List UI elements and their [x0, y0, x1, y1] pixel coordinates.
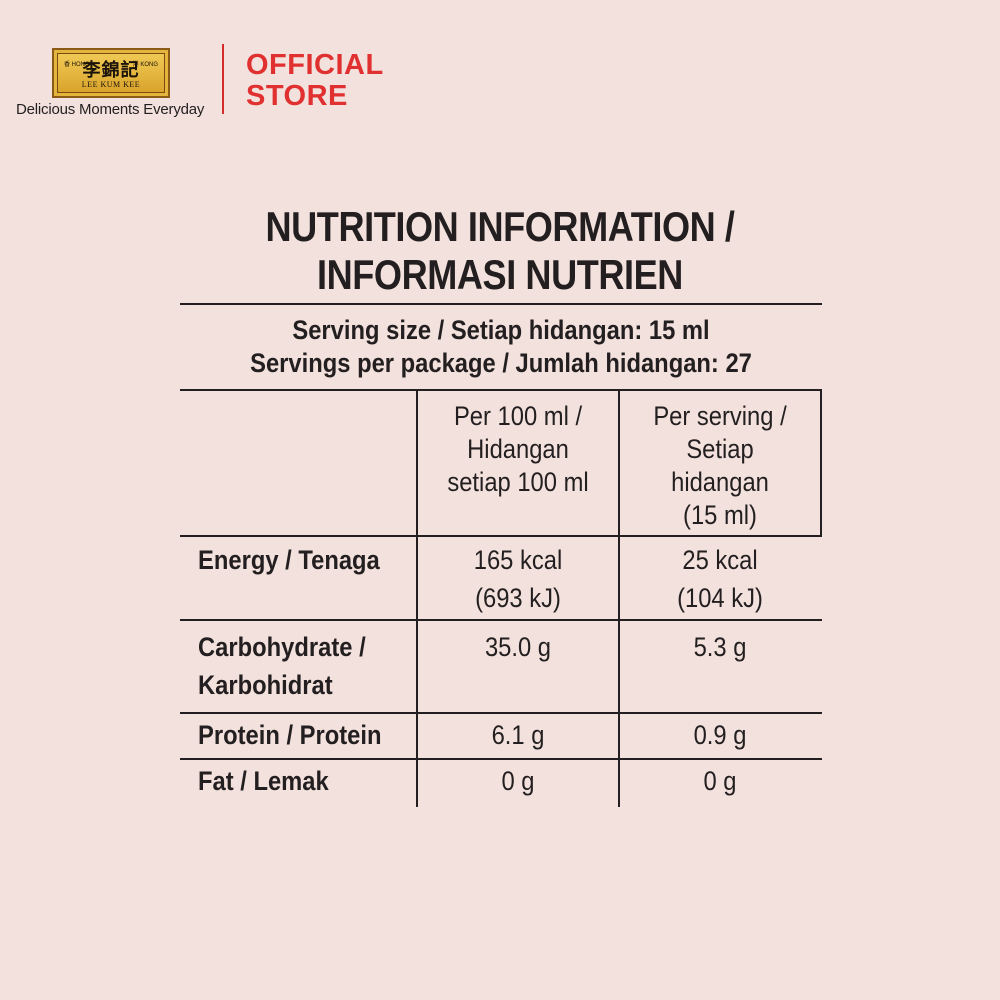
row-label-fat: Fat / Lemak [198, 762, 329, 800]
row-divider-1 [180, 535, 822, 537]
cell-carbohydrate-perserving: 5.3 g [632, 628, 808, 666]
logo-english-text: LEE KUM KEE [81, 80, 141, 89]
cell-energy-perserving: 25 kcal (104 kJ) [632, 541, 808, 617]
value-line: 25 kcal [682, 545, 758, 575]
value-line: 0 g [703, 766, 737, 796]
column-header-per-100ml: Per 100 ml / Hidangan setiap 100 ml [430, 400, 606, 499]
col2-line: (15 ml) [683, 500, 757, 530]
header-bottom-rule [180, 389, 822, 391]
col2-line: Per serving / [653, 401, 787, 431]
label-line: Protein / Protein [198, 720, 382, 750]
brand-logo: 香 HONG 李錦記 港 KONG LEE KUM KEE [52, 48, 170, 98]
cell-fat-perserving: 0 g [632, 762, 808, 800]
value-line: 165 kcal [473, 545, 563, 575]
servings-per-package: Servings per package / Jumlah hidangan: … [250, 348, 752, 378]
nutrition-title: NUTRITION INFORMATION / INFORMASI NUTRIE… [225, 203, 775, 299]
value-line: 0.9 g [693, 720, 747, 750]
row-divider-2 [180, 619, 822, 621]
official-store-badge: OFFICIAL STORE [246, 50, 384, 112]
column-header-per-serving: Per serving / Setiap hidangan (15 ml) [632, 400, 808, 532]
serving-size: Serving size / Setiap hidangan: 15 ml [292, 315, 710, 345]
logo-frame: 香 HONG 李錦記 港 KONG LEE KUM KEE [57, 53, 165, 93]
cell-protein-perserving: 0.9 g [632, 716, 808, 754]
label-line: Carbohydrate / [198, 632, 366, 662]
store-line-2: STORE [246, 80, 348, 112]
title-line-1: NUTRITION INFORMATION / [265, 203, 735, 250]
logo-right-mark: 港 KONG [132, 62, 158, 68]
col1-line: Hidangan [467, 434, 569, 464]
row-divider-3 [180, 712, 822, 714]
value-line: 0 g [501, 766, 535, 796]
value-line: (693 kJ) [475, 583, 561, 613]
header-divider [222, 44, 224, 114]
logo-chinese-text: 李錦記 [82, 60, 140, 81]
row-label-protein: Protein / Protein [198, 716, 382, 754]
cell-fat-per100: 0 g [430, 762, 606, 800]
label-line: Karbohidrat [198, 670, 333, 700]
value-line: 6.1 g [491, 720, 545, 750]
value-line: 35.0 g [484, 632, 552, 662]
cell-protein-per100: 6.1 g [430, 716, 606, 754]
col2-line: Setiap [686, 434, 754, 464]
row-divider-4 [180, 758, 822, 760]
column-divider-2 [618, 391, 620, 807]
serving-info: Serving size / Setiap hidangan: 15 ml Se… [219, 314, 784, 380]
row-label-carbohydrate: Carbohydrate / Karbohidrat [198, 628, 366, 704]
value-line: 5.3 g [693, 632, 747, 662]
row-label-energy: Energy / Tenaga [198, 541, 380, 579]
label-line: Fat / Lemak [198, 766, 329, 796]
cell-energy-per100: 165 kcal (693 kJ) [430, 541, 606, 617]
title-line-2: INFORMASI NUTRIEN [317, 251, 683, 298]
logo-left-mark: 香 HONG [64, 62, 90, 68]
store-line-1: OFFICIAL [246, 49, 384, 81]
table-top-rule [180, 303, 822, 305]
value-line: (104 kJ) [677, 583, 763, 613]
col2-line: hidangan [671, 467, 769, 497]
col1-line: Per 100 ml / [453, 401, 583, 431]
brand-tagline: Delicious Moments Everyday [16, 101, 205, 118]
label-line: Energy / Tenaga [198, 545, 380, 575]
col1-line: setiap 100 ml [447, 467, 589, 497]
column-divider-right [820, 391, 822, 537]
cell-carbohydrate-per100: 35.0 g [430, 628, 606, 666]
column-divider-1 [416, 391, 418, 807]
